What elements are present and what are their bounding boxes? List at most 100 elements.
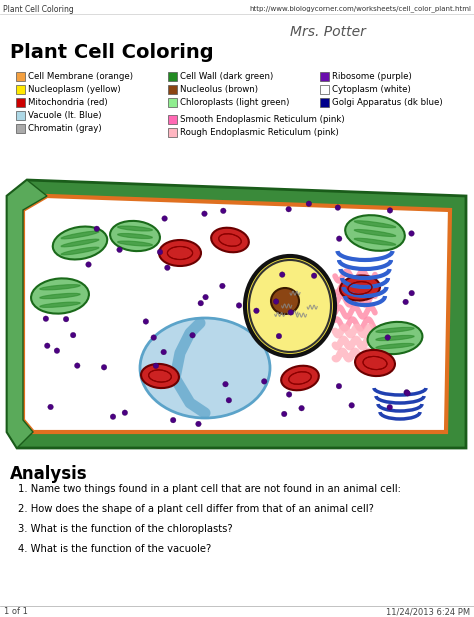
Circle shape: [170, 417, 176, 423]
Polygon shape: [7, 180, 47, 448]
Circle shape: [94, 226, 100, 231]
Ellipse shape: [355, 350, 395, 376]
Circle shape: [219, 283, 225, 289]
Ellipse shape: [354, 238, 396, 246]
Circle shape: [122, 410, 128, 415]
Circle shape: [387, 207, 393, 213]
Circle shape: [387, 404, 392, 410]
Circle shape: [306, 201, 312, 207]
Ellipse shape: [367, 322, 422, 354]
Ellipse shape: [354, 221, 396, 228]
Circle shape: [198, 300, 203, 306]
Ellipse shape: [340, 275, 380, 300]
Ellipse shape: [245, 256, 335, 356]
Ellipse shape: [140, 318, 270, 418]
Circle shape: [54, 348, 60, 354]
Ellipse shape: [61, 231, 99, 239]
Text: Cell Wall (dark green): Cell Wall (dark green): [180, 72, 273, 81]
Circle shape: [161, 349, 166, 355]
Circle shape: [86, 262, 91, 267]
Circle shape: [403, 299, 409, 305]
Bar: [320, 98, 329, 107]
Text: 1. Name two things found in a plant cell that are not found in an animal cell:: 1. Name two things found in a plant cell…: [18, 484, 401, 494]
Circle shape: [273, 299, 279, 304]
Circle shape: [110, 414, 116, 420]
Ellipse shape: [31, 278, 89, 313]
Polygon shape: [23, 196, 450, 432]
Circle shape: [335, 205, 341, 210]
Ellipse shape: [53, 226, 107, 260]
Text: Nucleolus (brown): Nucleolus (brown): [180, 85, 258, 94]
Ellipse shape: [40, 284, 80, 290]
Text: Mitochondria (red): Mitochondria (red): [28, 98, 108, 107]
Bar: [168, 72, 177, 81]
Text: Mrs. Potter: Mrs. Potter: [290, 25, 366, 39]
Ellipse shape: [281, 366, 319, 391]
Text: Chloroplasts (light green): Chloroplasts (light green): [180, 98, 289, 107]
Circle shape: [236, 303, 242, 308]
Circle shape: [385, 334, 391, 341]
Text: Analysis: Analysis: [10, 465, 88, 483]
Circle shape: [254, 308, 259, 313]
Circle shape: [201, 211, 207, 217]
Bar: [168, 98, 177, 107]
Ellipse shape: [40, 293, 80, 299]
Circle shape: [299, 405, 304, 411]
Circle shape: [405, 391, 410, 396]
Bar: [16, 85, 25, 94]
Ellipse shape: [61, 247, 99, 255]
Circle shape: [223, 381, 228, 387]
Circle shape: [151, 335, 156, 341]
Circle shape: [196, 421, 201, 427]
Ellipse shape: [345, 215, 405, 251]
Circle shape: [43, 316, 49, 321]
Bar: [16, 98, 25, 107]
Ellipse shape: [118, 226, 153, 231]
Text: Golgi Apparatus (dk blue): Golgi Apparatus (dk blue): [332, 98, 443, 107]
Bar: [320, 85, 329, 94]
Text: http://www.biologycorner.com/worksheets/cell_color_plant.html: http://www.biologycorner.com/worksheets/…: [249, 5, 471, 12]
Circle shape: [153, 363, 159, 368]
Text: Smooth Endoplasmic Reticulum (pink): Smooth Endoplasmic Reticulum (pink): [180, 115, 345, 124]
Ellipse shape: [40, 302, 80, 307]
Circle shape: [157, 249, 163, 255]
Circle shape: [276, 333, 282, 339]
Circle shape: [74, 363, 80, 368]
Bar: [320, 72, 329, 81]
Text: 4. What is the function of the vacuole?: 4. What is the function of the vacuole?: [18, 544, 211, 554]
Ellipse shape: [61, 239, 99, 247]
Ellipse shape: [376, 336, 414, 341]
Circle shape: [143, 319, 149, 325]
Circle shape: [101, 365, 107, 370]
Text: Cytoplasm (white): Cytoplasm (white): [332, 85, 411, 94]
Ellipse shape: [211, 228, 249, 252]
Ellipse shape: [141, 364, 179, 388]
Circle shape: [203, 294, 209, 300]
Bar: [16, 124, 25, 133]
Circle shape: [282, 411, 287, 416]
Text: 2. How does the shape of a plant cell differ from that of an animal cell?: 2. How does the shape of a plant cell di…: [18, 504, 374, 514]
Ellipse shape: [118, 241, 153, 246]
Text: 3. What is the function of the chloroplasts?: 3. What is the function of the chloropla…: [18, 524, 233, 534]
Circle shape: [45, 343, 50, 349]
Bar: [16, 111, 25, 120]
Circle shape: [337, 236, 342, 241]
Text: Rough Endoplasmic Reticulum (pink): Rough Endoplasmic Reticulum (pink): [180, 128, 339, 137]
Circle shape: [262, 379, 267, 384]
Circle shape: [70, 333, 76, 338]
Circle shape: [48, 404, 54, 410]
Text: Chromatin (gray): Chromatin (gray): [28, 124, 101, 133]
Circle shape: [117, 247, 122, 252]
Ellipse shape: [354, 230, 396, 236]
Ellipse shape: [159, 240, 201, 266]
Circle shape: [409, 291, 414, 296]
Circle shape: [190, 333, 195, 338]
Circle shape: [220, 208, 226, 213]
Bar: [168, 128, 177, 137]
Circle shape: [63, 317, 69, 322]
Ellipse shape: [271, 288, 299, 314]
Text: Plant Cell Coloring: Plant Cell Coloring: [10, 43, 214, 62]
Circle shape: [349, 402, 355, 408]
Bar: [16, 72, 25, 81]
Ellipse shape: [110, 221, 160, 251]
